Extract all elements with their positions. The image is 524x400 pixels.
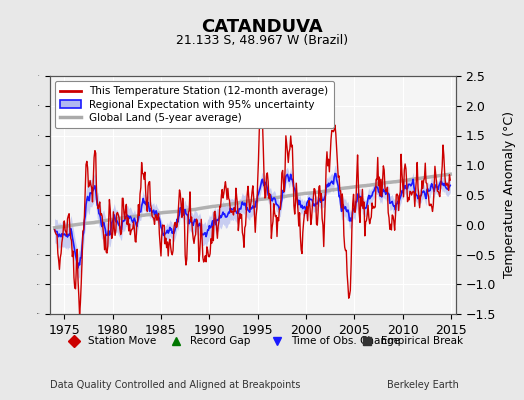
Legend: This Temperature Station (12-month average), Regional Expectation with 95% uncer: This Temperature Station (12-month avera… (55, 81, 334, 128)
Text: Data Quality Controlled and Aligned at Breakpoints: Data Quality Controlled and Aligned at B… (50, 380, 300, 390)
Text: Time of Obs. Change: Time of Obs. Change (291, 336, 400, 346)
Text: CATANDUVA: CATANDUVA (201, 18, 323, 36)
Text: Station Move: Station Move (89, 336, 157, 346)
Text: 21.133 S, 48.967 W (Brazil): 21.133 S, 48.967 W (Brazil) (176, 34, 348, 47)
Text: Empirical Break: Empirical Break (381, 336, 463, 346)
Text: Berkeley Earth: Berkeley Earth (387, 380, 458, 390)
Y-axis label: Temperature Anomaly (°C): Temperature Anomaly (°C) (503, 112, 516, 278)
Text: Record Gap: Record Gap (190, 336, 250, 346)
